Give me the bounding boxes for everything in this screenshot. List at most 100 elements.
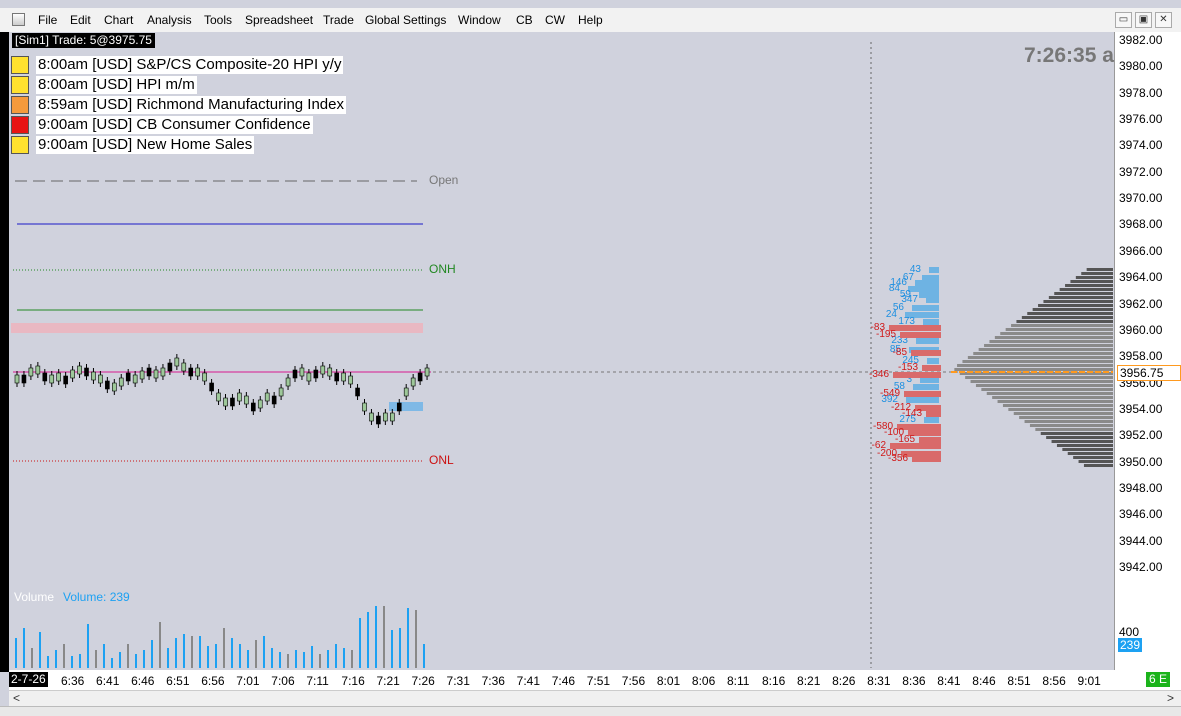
time-axis[interactable]: 2-7-26 6:36 6:41 6:46 6:51 6:56 7:01 7:06 7:11 7… bbox=[9, 670, 1181, 690]
footprint-bid-bar bbox=[929, 267, 939, 273]
candle-body bbox=[313, 369, 319, 379]
volume-profile-row bbox=[1078, 460, 1113, 463]
price-axis-label: 3966.00 bbox=[1119, 243, 1163, 258]
scroll-right-arrow-icon[interactable]: > bbox=[1167, 691, 1175, 705]
footprint-ask-bar bbox=[922, 365, 941, 371]
volume-bar bbox=[399, 628, 401, 668]
volume-bar bbox=[319, 654, 321, 668]
time-axis-label: 7:26 bbox=[411, 674, 435, 688]
time-axis-label: 8:16 bbox=[762, 674, 786, 688]
news-item[interactable]: 8:00am [USD] HPI m/m bbox=[11, 75, 197, 95]
menu-edit[interactable]: Edit bbox=[70, 13, 91, 27]
menu-tools[interactable]: Tools bbox=[204, 13, 233, 27]
footprint-bid-value: 146 bbox=[890, 277, 907, 288]
time-axis-label: 7:51 bbox=[586, 674, 611, 688]
candle-body bbox=[306, 372, 312, 382]
chart-plot-area[interactable]: 43 67 146 84 347 59 56 24 173 233 85 245 3 58 392 275 -8… bbox=[9, 32, 1114, 670]
menu-window[interactable]: Window bbox=[458, 13, 501, 27]
footprint-bid-value: 67 bbox=[903, 272, 915, 283]
time-axis-label: 8:36 bbox=[902, 674, 926, 688]
volume-bar bbox=[223, 628, 225, 668]
volume-profile-row bbox=[1075, 276, 1113, 279]
footprint-ask-bar bbox=[893, 372, 941, 378]
candle-body bbox=[257, 399, 263, 409]
volume-profile-row bbox=[957, 364, 1113, 367]
price-axis-label: 3952.00 bbox=[1119, 428, 1163, 443]
news-item[interactable]: 9:00am [USD] New Home Sales bbox=[11, 135, 255, 155]
footprint-bid-value: 173 bbox=[898, 316, 915, 327]
volume-bar bbox=[143, 650, 145, 668]
news-text: 8:59am [USD] Richmond Manufacturing Inde… bbox=[36, 96, 346, 114]
volume-bar bbox=[311, 646, 313, 668]
volume-profile-row bbox=[965, 376, 1113, 379]
candle-body bbox=[292, 369, 298, 379]
candle-body bbox=[181, 362, 187, 372]
pink-zone bbox=[11, 323, 423, 333]
candle-body bbox=[77, 365, 82, 375]
volume-bar bbox=[191, 636, 193, 668]
candle-body bbox=[320, 365, 326, 375]
candle-body bbox=[56, 372, 62, 382]
volume-bar bbox=[167, 648, 169, 668]
volume-scale-label: 400 bbox=[1119, 625, 1140, 639]
menu-chart[interactable]: Chart bbox=[104, 13, 134, 27]
time-axis-label: 8:06 bbox=[691, 674, 716, 688]
footprint-ask-bar bbox=[897, 424, 941, 430]
menu-analysis[interactable]: Analysis bbox=[147, 13, 192, 27]
footprint-ask-bar bbox=[904, 391, 941, 397]
close-button[interactable]: ✕ bbox=[1155, 12, 1172, 28]
menu-global-settings[interactable]: Global Settings bbox=[365, 13, 447, 27]
menu-help[interactable]: Help bbox=[578, 13, 603, 27]
candle-body bbox=[403, 387, 409, 397]
volume-bar bbox=[159, 622, 161, 668]
news-item[interactable]: 8:59am [USD] Richmond Manufacturing Inde… bbox=[11, 95, 346, 115]
volume-bar bbox=[71, 656, 73, 668]
candle-body bbox=[195, 367, 200, 377]
time-axis-label: 8:51 bbox=[1007, 674, 1031, 688]
footprint-bid-bar bbox=[912, 305, 939, 311]
news-item[interactable]: 9:00am [USD] CB Consumer Confidence bbox=[11, 115, 313, 135]
price-axis[interactable]: 3982.00 3980.00 3978.00 3976.00 3974.00 3972.… bbox=[1114, 32, 1181, 670]
date-label: 2-7-26 bbox=[9, 672, 48, 687]
volume-profile-row bbox=[962, 360, 1113, 363]
volume-profile-row bbox=[959, 372, 1113, 375]
candle-body bbox=[410, 377, 416, 387]
menu-spreadsheet[interactable]: Spreadsheet bbox=[245, 13, 314, 27]
corner-badge: 6 E bbox=[1146, 672, 1171, 687]
volume-bar bbox=[119, 652, 121, 668]
minimize-button[interactable]: ▭ bbox=[1115, 12, 1132, 28]
candle-body bbox=[216, 392, 221, 402]
price-axis-label: 3948.00 bbox=[1119, 480, 1163, 495]
menu-cw[interactable]: CW bbox=[545, 13, 565, 27]
news-item[interactable]: 8:00am [USD] S&P/CS Composite-20 HPI y/y bbox=[11, 55, 344, 75]
volume-bar bbox=[391, 630, 393, 668]
footprint-ask-value: -153 bbox=[898, 362, 918, 373]
time-axis-label: 8:41 bbox=[937, 674, 961, 688]
menu-file[interactable]: File bbox=[38, 13, 58, 27]
volume-bar bbox=[95, 650, 97, 668]
news-text: 9:00am [USD] New Home Sales bbox=[36, 136, 255, 154]
volume-profile-row bbox=[1035, 428, 1113, 431]
volume-bar bbox=[239, 644, 241, 668]
menu-trade[interactable]: Trade bbox=[323, 13, 354, 27]
candle-body bbox=[167, 362, 173, 372]
volume-bar bbox=[255, 640, 257, 668]
scroll-left-arrow-icon[interactable]: < bbox=[13, 691, 21, 705]
volume-profile-row bbox=[1005, 328, 1113, 331]
candle-body bbox=[63, 375, 68, 385]
footprint-ask-value: -356 bbox=[888, 453, 908, 464]
onh-level-label: ONH bbox=[429, 262, 456, 276]
restore-button[interactable]: ▣ bbox=[1135, 12, 1152, 28]
menu-bar: File Edit Chart Analysis Tools Spreadshe… bbox=[0, 8, 1181, 32]
footprint-bid-value: 24 bbox=[886, 309, 898, 320]
footprint-ask-bar bbox=[889, 325, 941, 331]
volume-bar bbox=[407, 608, 409, 668]
candle-body bbox=[334, 372, 340, 382]
volume-bar bbox=[423, 644, 425, 668]
time-axis-label: 7:11 bbox=[306, 674, 329, 688]
volume-value-label: Volume: 239 bbox=[63, 590, 130, 604]
footprint-bid-bar bbox=[924, 417, 939, 423]
menu-cb[interactable]: CB bbox=[516, 13, 533, 27]
volume-bar bbox=[183, 634, 185, 668]
horizontal-scrollbar[interactable]: < > bbox=[9, 690, 1181, 706]
